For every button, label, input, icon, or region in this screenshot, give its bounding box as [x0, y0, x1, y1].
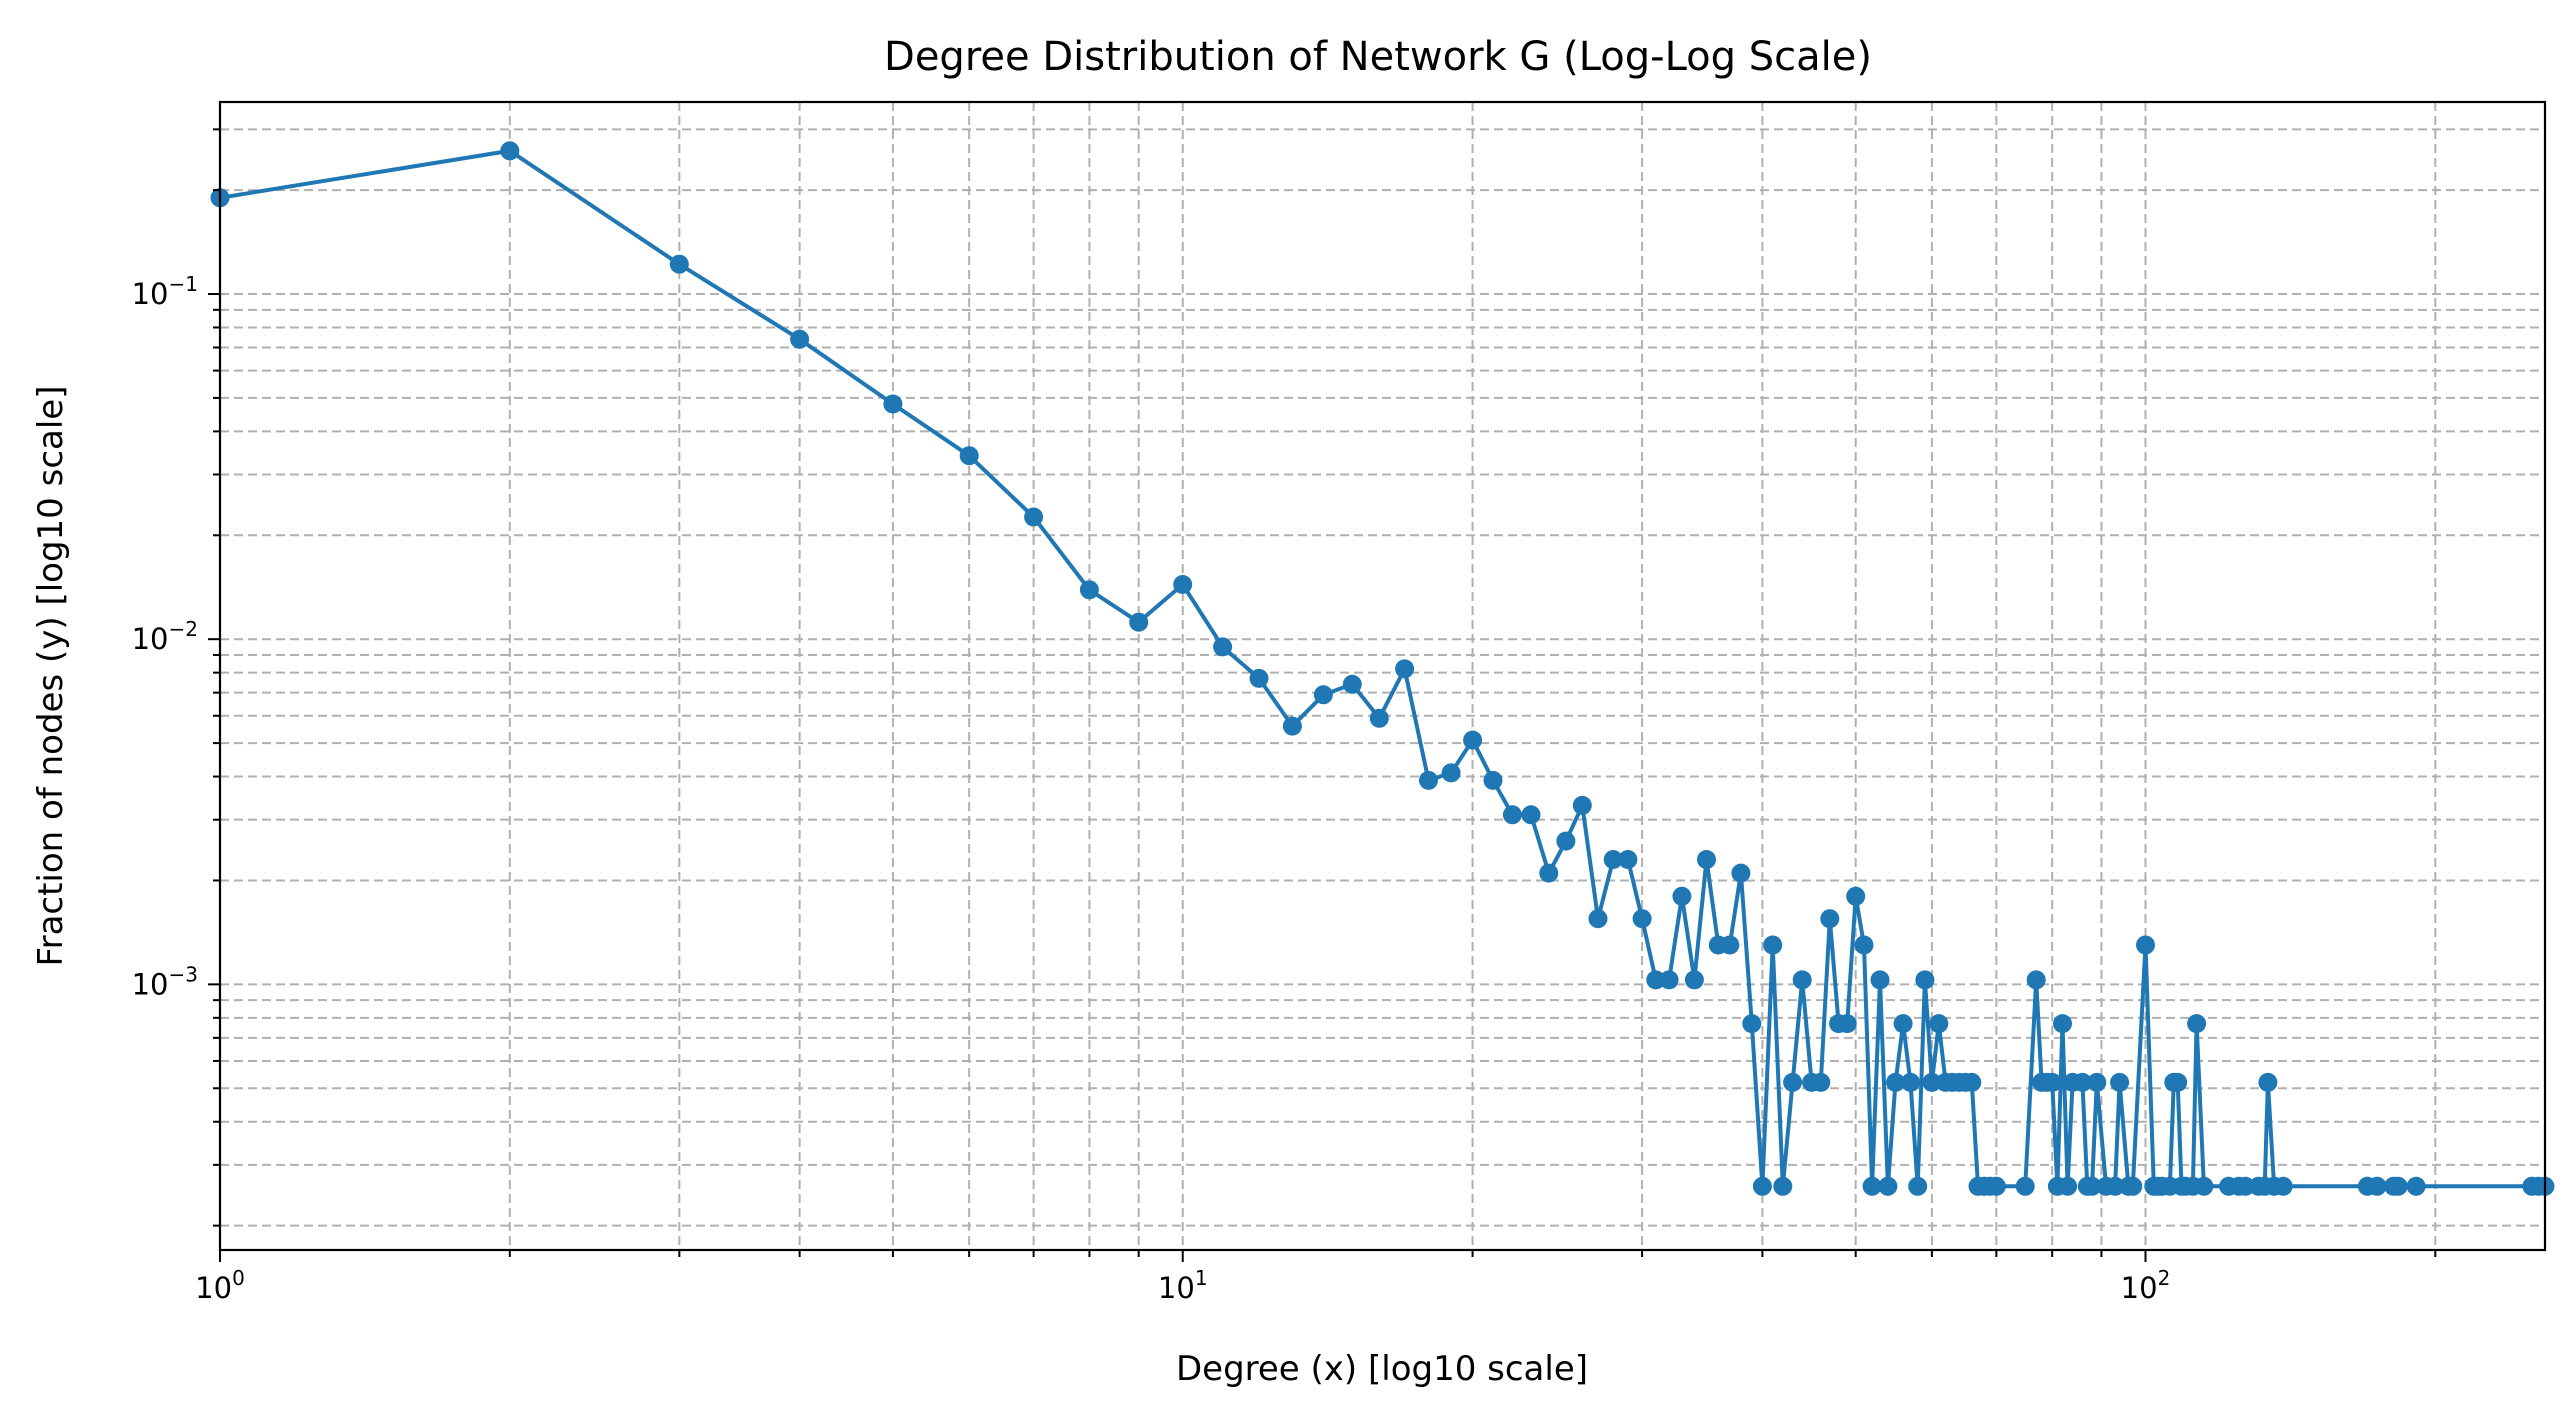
data-point: [1603, 850, 1623, 869]
data-point: [2082, 1176, 2102, 1196]
data-point: [1419, 770, 1438, 790]
data-point: [1213, 637, 1233, 657]
data-point: [2273, 1176, 2293, 1196]
data-point: [2105, 1176, 2125, 1196]
data-point: [1773, 1176, 1793, 1196]
data-point: [1556, 831, 1576, 851]
data-point: [2168, 1072, 2188, 1092]
data-point: [1646, 970, 1666, 990]
data-point: [1539, 863, 1559, 883]
data-point: [1483, 770, 1503, 790]
y-tick-label: 10−1: [132, 272, 198, 311]
data-point: [1731, 863, 1751, 883]
y-axis-label: Fraction of nodes (y) [log10 scale]: [31, 386, 71, 967]
x-tick-label: 102: [2121, 1266, 2171, 1305]
data-point: [2123, 1176, 2143, 1196]
data-point: [790, 329, 810, 349]
data-point: [1886, 1072, 1905, 1092]
data-point: [2194, 1176, 2214, 1196]
data-point: [1986, 1176, 2006, 1196]
data-point: [500, 141, 520, 161]
data-point: [1837, 1014, 1857, 1034]
data-point: [1901, 1072, 1920, 1092]
data-point: [2235, 1176, 2255, 1196]
data-point: [1395, 659, 1415, 679]
data-point: [2058, 1176, 2078, 1196]
data-point: [1659, 970, 1679, 990]
x-tick-label: 101: [1158, 1266, 1208, 1305]
y-tick-label: 10−2: [132, 617, 198, 656]
data-point: [1572, 795, 1592, 815]
data-point: [1922, 1072, 1942, 1092]
data-point: [2187, 1014, 2207, 1034]
data-point: [2026, 970, 2046, 990]
data-point: [1313, 685, 1333, 705]
grid: [219, 102, 2545, 1250]
data-point: [1249, 668, 1269, 688]
data-point: [1763, 935, 1783, 955]
chart-title: Degree Distribution of Network G (Log-Lo…: [884, 34, 1872, 80]
data-point: [883, 394, 903, 414]
data-point: [1792, 970, 1812, 990]
y-tick-label: 10−3: [132, 962, 198, 1001]
data-point: [1463, 730, 1483, 750]
data-point: [1588, 909, 1608, 929]
data-point: [1878, 1176, 1898, 1196]
data-point: [1811, 1072, 1831, 1092]
data-point: [1441, 763, 1461, 783]
data-point: [1915, 970, 1935, 990]
data-point: [1173, 575, 1193, 594]
data-point: [1502, 805, 1522, 825]
plot-area-frame: [218, 100, 2547, 1252]
data-point: [2406, 1176, 2426, 1196]
data-point: [2015, 1176, 2035, 1196]
data-point: [2136, 935, 2155, 955]
data-point: [2042, 1072, 2062, 1092]
data-point: [1684, 970, 1704, 990]
data-point: [1893, 1014, 1913, 1034]
data-point: [1129, 612, 1149, 632]
x-axis-label: Degree (x) [log10 scale]: [1176, 1349, 1588, 1389]
data-point: [1024, 507, 1044, 527]
data-point: [1632, 909, 1652, 929]
data-point: [1742, 1014, 1762, 1034]
data-point: [1521, 805, 1541, 825]
data-point: [1079, 580, 1099, 600]
x-tick-label: 100: [195, 1266, 245, 1305]
x-axis-ticks: 100 101 102: [195, 1250, 2437, 1305]
y-axis-ticks: 10−1 10−2 10−3: [132, 128, 220, 1227]
data-point: [2110, 1072, 2130, 1092]
data-point: [2388, 1176, 2408, 1196]
data-point: [2087, 1072, 2107, 1092]
data-point: [1282, 716, 1302, 736]
data-point: [1846, 886, 1866, 906]
data-point: [2053, 1014, 2072, 1034]
data-point: [669, 254, 689, 274]
data-point: [1752, 1176, 1772, 1196]
data-point: [1854, 935, 1874, 955]
data-point: [1870, 970, 1890, 990]
data-point: [959, 446, 979, 466]
data-point: [1908, 1176, 1928, 1196]
data-point: [1820, 909, 1840, 929]
data-point: [1342, 674, 1362, 694]
marker-group: [210, 141, 2555, 1196]
data-point: [1720, 935, 1740, 955]
data-point: [2367, 1176, 2387, 1196]
data-point: [1783, 1072, 1803, 1092]
data-point: [1862, 1176, 1882, 1196]
data-point: [2258, 1072, 2278, 1092]
data-point: [1369, 708, 1389, 728]
data-point: [1962, 1072, 1982, 1092]
data-point: [1697, 850, 1716, 869]
data-point: [1929, 1014, 1949, 1034]
data-point: [2072, 1072, 2092, 1092]
data-point: [1618, 850, 1638, 869]
data-point: [1672, 886, 1692, 906]
